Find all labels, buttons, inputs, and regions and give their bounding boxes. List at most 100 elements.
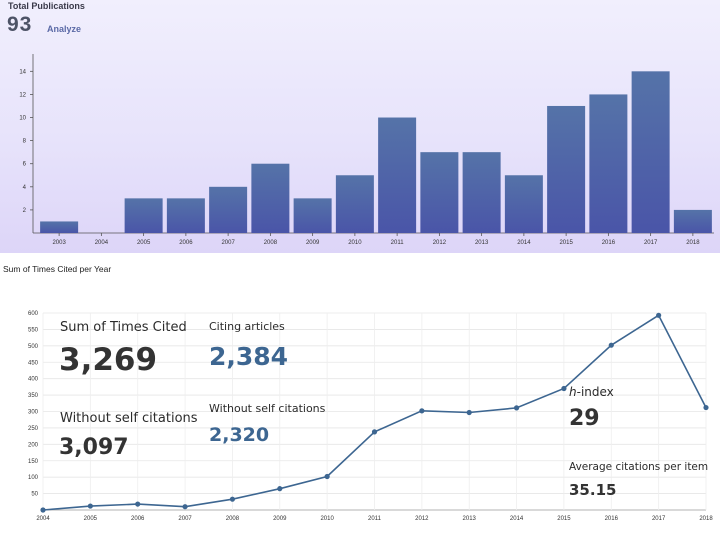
pub-bar-2010[interactable] [335,175,374,233]
pub-y-tick-label: 2 [23,208,27,214]
cite-y-tick-label: 600 [28,311,39,317]
pub-y-tick-label: 14 [19,69,26,75]
without-self-citations-value: 3,097 [59,435,129,460]
cite-y-tick-label: 50 [31,492,38,498]
pub-y-tick-label: 8 [23,139,27,145]
pub-x-tick-label: 2005 [137,240,151,246]
cite-point-2013[interactable] [466,409,472,416]
cite-x-tick-label: 2017 [652,516,666,522]
citing-without-self-label: Without self citations [209,402,326,415]
pub-bar-2011[interactable] [378,117,417,233]
cite-y-tick-label: 550 [28,327,39,333]
sum-times-cited-value: 3,269 [59,342,158,378]
pub-bar-2003[interactable] [40,221,79,233]
pub-bar-2014[interactable] [504,175,543,233]
cite-point-2007[interactable] [182,504,188,510]
pub-x-tick-label: 2010 [348,240,362,246]
cite-y-tick-label: 150 [28,459,39,465]
total-publications-count: 93 [7,13,33,36]
cite-x-tick-label: 2011 [368,516,382,522]
pub-x-tick-label: 2007 [221,240,235,246]
pub-x-tick-label: 2013 [475,240,489,246]
pub-bar-2009[interactable] [293,198,332,233]
average-citations-value: 35.15 [569,481,617,499]
total-publications-label: Total Publications [8,1,85,11]
cite-point-2006[interactable] [135,501,141,507]
cite-y-tick-label: 250 [28,426,39,432]
cite-x-tick-label: 2008 [226,516,240,522]
cite-y-tick-label: 400 [28,377,39,383]
pub-x-tick-label: 2012 [433,240,447,246]
cite-point-2010[interactable] [324,473,330,480]
cite-y-tick-label: 450 [28,360,39,366]
cite-x-tick-label: 2009 [273,516,287,522]
cite-x-tick-label: 2013 [463,516,477,522]
pub-bar-2006[interactable] [166,198,205,233]
pub-x-tick-label: 2017 [644,240,658,246]
pub-x-tick-label: 2008 [264,240,278,246]
cite-x-tick-label: 2016 [605,516,619,522]
cite-x-tick-label: 2018 [699,516,713,522]
h-index-prefix: h [569,385,577,399]
analyze-link[interactable]: Analyze [47,24,82,34]
cite-x-tick-label: 2010 [320,516,334,522]
cite-point-2018[interactable] [703,404,709,411]
cite-point-2015[interactable] [561,385,567,392]
pub-y-tick-label: 6 [23,162,27,168]
pub-x-tick-label: 2003 [52,240,66,246]
pub-bar-2008[interactable] [251,163,290,233]
citing-articles-value[interactable]: 2,384 [209,342,289,371]
cite-x-tick-label: 2005 [84,516,98,522]
cite-point-2011[interactable] [371,429,378,435]
pub-x-tick-label: 2006 [179,240,193,246]
cite-point-2004[interactable] [40,507,46,513]
average-citations-label: Average citations per item [569,461,709,473]
pub-bar-2005[interactable] [124,198,163,233]
pub-y-tick-label: 10 [19,116,26,122]
cite-y-tick-label: 200 [28,442,39,448]
pub-bar-2017[interactable] [631,71,670,234]
pub-x-tick-label: 2009 [306,240,320,246]
cite-x-tick-label: 2006 [131,516,145,522]
cite-point-2017[interactable] [656,312,662,318]
cite-x-tick-label: 2004 [36,516,50,522]
pub-y-tick-label: 12 [19,92,26,98]
cite-y-tick-label: 350 [28,393,39,399]
cite-point-2005[interactable] [87,503,93,509]
cite-x-tick-label: 2007 [178,516,192,522]
cite-x-tick-label: 2014 [510,516,524,522]
pub-x-tick-label: 2014 [517,240,531,246]
times-cited-section-title: Sum of Times Cited per Year [3,264,112,274]
pub-bar-2013[interactable] [462,152,501,233]
h-index-suffix: -index [576,385,614,399]
without-self-citations-label: Without self citations [60,411,198,426]
publications-bar-chart: 2 4 6 8 10 12 14 2003 2004 2005 2006 2007 2008 2009 20… [19,54,714,246]
pub-bar-2012[interactable] [420,152,459,233]
pub-x-tick-label: 2018 [686,240,700,246]
cite-y-tick-label: 100 [28,475,39,481]
pub-bar-2016[interactable] [589,94,628,233]
cite-point-2008[interactable] [229,496,236,502]
pub-x-tick-label: 2004 [95,240,109,246]
cite-point-2016[interactable] [608,342,614,348]
pub-bar-2015[interactable] [547,105,586,233]
h-index-value: 29 [569,406,600,431]
pub-y-tick-label: 4 [23,185,27,191]
cite-y-tick-label: 300 [28,410,39,416]
pub-x-tick-label: 2011 [391,240,405,246]
cite-x-tick-label: 2012 [415,516,429,522]
citing-articles-label: Citing articles [209,320,285,333]
cite-point-2014[interactable] [513,405,520,411]
pub-bar-2018[interactable] [673,209,712,233]
cite-x-tick-label: 2015 [557,516,571,522]
pub-x-tick-label: 2015 [559,240,573,246]
cite-point-2012[interactable] [419,408,425,414]
pub-x-tick-label: 2016 [602,240,616,246]
sum-times-cited-label: Sum of Times Cited [60,320,187,335]
pub-bar-2007[interactable] [209,186,248,233]
cite-point-2009[interactable] [277,486,283,492]
cite-y-tick-label: 500 [28,344,39,350]
h-index-label: h-index [569,385,614,399]
citing-without-self-value[interactable]: 2,320 [209,424,270,446]
